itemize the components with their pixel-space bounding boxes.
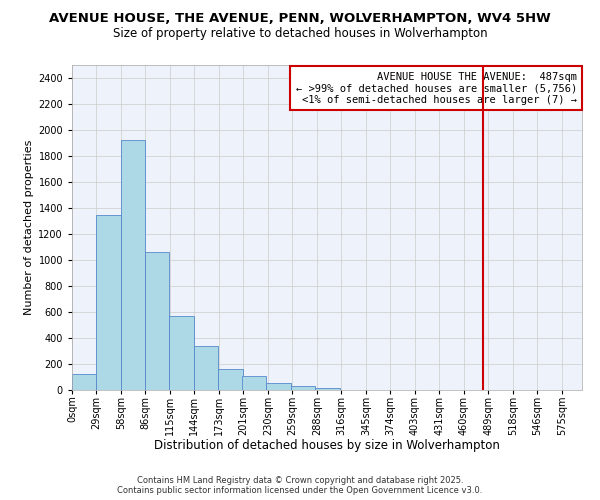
Bar (194, 346, 218, 390)
Bar (72, 374, 97, 390)
Bar (169, 316, 194, 390)
X-axis label: Distribution of detached houses by size in Wolverhampton: Distribution of detached houses by size … (154, 439, 500, 452)
Bar (97, 214, 121, 390)
Text: Size of property relative to detached houses in Wolverhampton: Size of property relative to detached ho… (113, 28, 487, 40)
Bar (218, 368, 242, 390)
Bar (266, 383, 290, 390)
Text: AVENUE HOUSE, THE AVENUE, PENN, WOLVERHAMPTON, WV4 5HW: AVENUE HOUSE, THE AVENUE, PENN, WOLVERHA… (49, 12, 551, 26)
Text: AVENUE HOUSE THE AVENUE:  487sqm
← >99% of detached houses are smaller (5,756)
<: AVENUE HOUSE THE AVENUE: 487sqm ← >99% o… (296, 72, 577, 104)
Bar (315, 388, 340, 390)
Text: Contains HM Land Registry data © Crown copyright and database right 2025.
Contai: Contains HM Land Registry data © Crown c… (118, 476, 482, 495)
Bar (145, 252, 169, 390)
Bar (121, 140, 145, 390)
Bar (290, 386, 315, 390)
Y-axis label: Number of detached properties: Number of detached properties (24, 140, 34, 315)
Bar (242, 376, 266, 390)
